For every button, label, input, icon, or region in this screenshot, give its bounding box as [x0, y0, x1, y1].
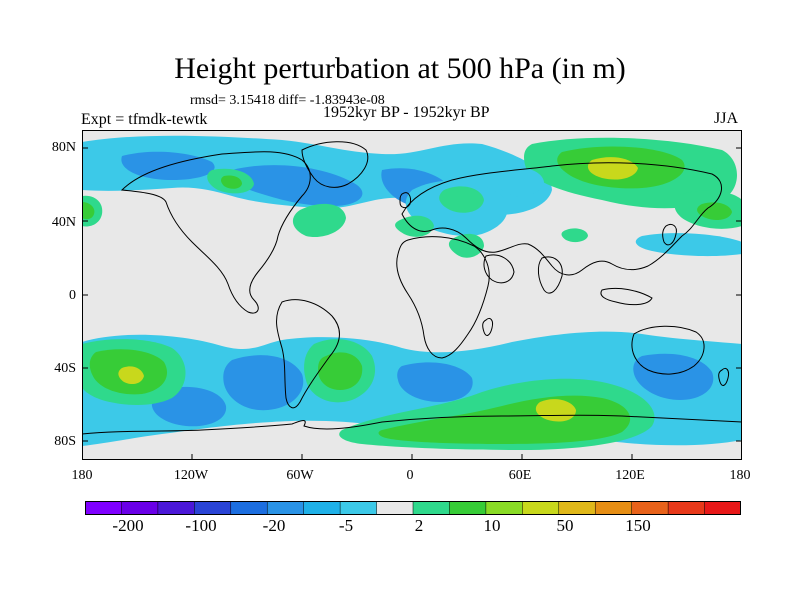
coastlines	[82, 141, 742, 435]
contour-eastasia-cyan	[497, 167, 544, 197]
colorbar-cell	[594, 501, 633, 515]
lat-label-0: 0	[69, 288, 76, 303]
lon-label-180e: 180	[729, 468, 751, 483]
contour-left-green	[82, 202, 95, 220]
colorbar-cell	[303, 501, 341, 515]
colorbar-cells	[85, 501, 741, 515]
contour-caspian-teal	[561, 228, 588, 243]
colorbar-cell	[376, 501, 414, 515]
british-isles-outline	[399, 192, 411, 209]
colorbar-cell	[230, 501, 268, 515]
colorbar-cell	[412, 501, 451, 515]
contour-npacific-green	[697, 202, 732, 220]
lon-label-120e: 120E	[615, 468, 645, 483]
australia-outline	[631, 325, 705, 375]
colorbar-label-50: 50	[556, 516, 574, 535]
contour-arctic-blue	[229, 165, 363, 206]
lat-label-80n: 80N	[51, 140, 76, 155]
map-plot	[82, 130, 742, 460]
contour-npacific-cyan	[635, 233, 742, 257]
colorbar-cell	[485, 501, 524, 515]
lon-label-60e: 60E	[508, 468, 532, 483]
contour-south-blue-2	[397, 362, 473, 402]
colorbar-cell	[449, 501, 487, 515]
colorbar-cell	[704, 501, 741, 515]
madagascar-outline	[482, 317, 493, 336]
colorbar-cell	[339, 501, 378, 515]
lat-label-40n: 40N	[51, 215, 76, 230]
lat-label-40s: 40S	[54, 361, 76, 376]
colorbar-cell	[266, 501, 305, 515]
colorbar-cell	[157, 501, 196, 515]
new-zealand-outline	[718, 367, 729, 386]
stats-text: rmsd= 3.15418 diff= -1.83943e-08	[190, 93, 385, 108]
lon-label-120w: 120W	[173, 468, 209, 483]
experiment-label: Expt = tfmdk-tewtk	[81, 111, 208, 128]
colorbar-label-neg20: -20	[262, 516, 286, 535]
colorbar-label-150: 150	[625, 516, 651, 535]
eurasia-outline	[401, 162, 722, 276]
season-label: JJA	[714, 110, 739, 127]
colorbar-label-2: 2	[414, 516, 424, 535]
colorbar-cell	[558, 501, 596, 515]
colorbar-cell	[522, 501, 560, 515]
antarctica-outline	[82, 414, 742, 435]
indonesia-outline	[600, 287, 653, 306]
colorbar-cell	[667, 501, 706, 515]
contour-spacific-yellowgreen	[118, 366, 144, 384]
contour-atlantic-teal	[292, 203, 346, 238]
colorbar-label-neg5: -5	[338, 516, 354, 535]
colorbar-cell	[85, 501, 123, 515]
japan-outline	[662, 223, 677, 246]
africa-outline	[396, 236, 490, 359]
contour-satlantic-green	[318, 352, 363, 390]
colorbar-cell	[631, 501, 669, 515]
contour-canada-green	[221, 175, 242, 189]
colorbar-cell	[194, 501, 232, 515]
contour-south-blue-3	[633, 353, 714, 400]
colorbar-cell	[121, 501, 159, 515]
lon-label-60w: 60W	[286, 468, 314, 483]
india-outline	[537, 256, 563, 294]
colorbar-label-neg200: -200	[112, 516, 144, 535]
map-ticks	[82, 147, 742, 460]
lon-label-0: 0	[406, 468, 414, 483]
colorbar-label-10: 10	[483, 516, 501, 535]
period-label: 1952kyr BP - 1952kyr BP	[323, 104, 490, 121]
map-title: Height perturbation at 500 hPa (in m)	[174, 52, 626, 85]
north-america-outline	[120, 151, 311, 314]
greenland-outline	[301, 141, 369, 188]
lon-label-180w: 180	[71, 468, 93, 483]
arabia-outline	[483, 254, 515, 284]
colorbar-label-neg100: -100	[185, 516, 217, 535]
contour-eurasia-teal	[439, 186, 484, 213]
south-america-outline	[276, 299, 340, 409]
contour-south-blue	[223, 355, 304, 411]
colorbar-frame	[85, 501, 741, 515]
colorbar	[85, 501, 741, 515]
lat-label-80s: 80S	[54, 434, 76, 449]
